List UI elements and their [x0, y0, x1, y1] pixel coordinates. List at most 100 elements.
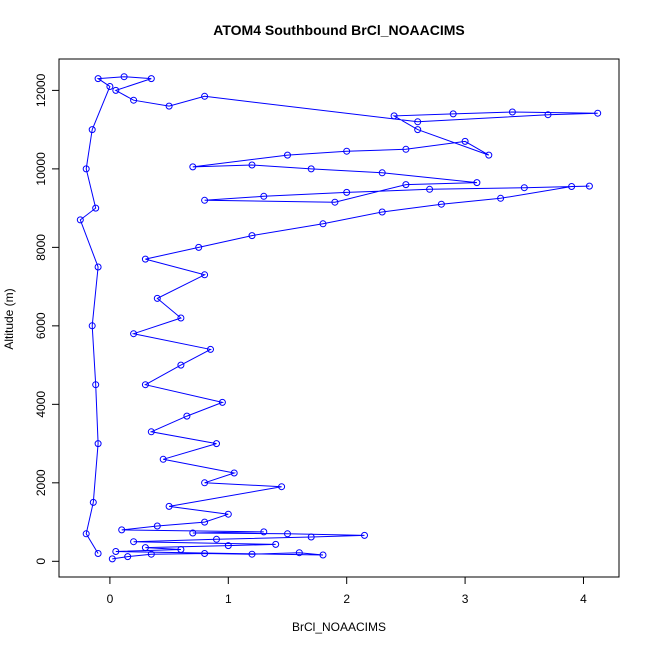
data-point	[218, 398, 226, 406]
data-point	[230, 469, 238, 477]
data-point	[295, 549, 303, 557]
data-point	[473, 179, 481, 187]
data-point	[378, 208, 386, 216]
data-point	[153, 522, 161, 530]
data-point	[402, 181, 410, 189]
data-point	[207, 345, 214, 353]
data-point	[189, 163, 197, 171]
data-point	[201, 518, 209, 526]
data-point	[497, 194, 505, 202]
data-point	[449, 110, 457, 118]
data-point	[130, 538, 138, 546]
x-axis-label: BrCl_NOAACIMS	[292, 620, 386, 634]
y-tick-label: 2000	[34, 469, 48, 496]
plot-area	[76, 73, 602, 563]
data-point	[112, 548, 120, 555]
data-point	[284, 151, 291, 159]
data-point	[201, 196, 209, 204]
data-point	[402, 145, 410, 153]
data-point	[260, 528, 268, 536]
data-point	[414, 118, 422, 126]
data-point	[213, 535, 220, 543]
data-point	[147, 428, 155, 436]
y-axis: 0 2000 4000 6000 8000 10000 12000	[34, 73, 60, 565]
plot-frame	[58, 58, 620, 578]
data-point	[319, 220, 327, 228]
data-point	[248, 232, 256, 240]
data-point	[147, 75, 155, 83]
data-point	[201, 271, 209, 279]
data-point	[130, 330, 138, 338]
data-point	[159, 455, 167, 463]
data-point	[248, 550, 256, 558]
data-point	[278, 483, 286, 491]
data-point	[213, 440, 220, 448]
data-point	[177, 546, 185, 553]
data-point	[92, 204, 100, 212]
data-point	[141, 544, 149, 552]
data-point	[201, 479, 209, 487]
data-point	[88, 126, 96, 134]
data-point	[94, 75, 102, 83]
data-point	[508, 108, 516, 116]
data-point	[201, 550, 209, 557]
data-point	[307, 165, 315, 173]
data-point	[147, 550, 155, 558]
data-point	[520, 184, 528, 192]
data-point	[106, 83, 114, 90]
data-point	[343, 147, 351, 155]
data-point	[585, 182, 593, 190]
data-point	[108, 555, 116, 563]
data-point	[307, 533, 315, 541]
data-point	[414, 126, 422, 134]
data-point	[361, 531, 368, 539]
data-point	[165, 102, 173, 110]
data-point	[94, 263, 102, 271]
data-point	[224, 542, 232, 550]
data-point	[260, 192, 268, 200]
data-point	[378, 169, 386, 177]
data-point	[177, 314, 185, 322]
data-point	[319, 551, 327, 559]
data-point	[201, 92, 209, 100]
y-tick-label: 12000	[34, 73, 48, 107]
data-point	[177, 361, 185, 369]
data-point	[141, 255, 149, 263]
data-point	[124, 553, 132, 561]
data-point	[224, 510, 232, 518]
data-point	[89, 498, 97, 506]
data-point	[390, 112, 398, 120]
data-point	[130, 96, 138, 104]
data-point	[568, 183, 576, 190]
y-tick-label: 8000	[34, 234, 48, 261]
x-axis: 0 1 2 3 4	[107, 576, 587, 606]
data-point	[82, 530, 90, 538]
x-tick-label: 1	[225, 592, 232, 606]
data-point	[165, 502, 173, 510]
y-axis-label: Altitude (m)	[2, 288, 16, 349]
data-point	[94, 440, 102, 448]
data-point	[88, 322, 96, 330]
data-point	[183, 412, 191, 420]
x-tick-label: 4	[580, 592, 587, 606]
x-tick-label: 0	[107, 592, 114, 606]
y-tick-label: 0	[34, 558, 48, 565]
data-point	[189, 529, 197, 537]
data-point	[343, 188, 351, 196]
x-tick-label: 3	[462, 592, 469, 606]
data-point	[141, 381, 149, 389]
y-tick-label: 10000	[34, 152, 48, 186]
data-point	[461, 137, 469, 145]
data-point	[485, 151, 493, 159]
data-point	[284, 530, 291, 538]
data-point	[437, 200, 445, 208]
data-point	[426, 185, 434, 193]
data-point	[594, 109, 602, 117]
data-point	[195, 243, 203, 251]
data-point	[82, 165, 90, 173]
data-point	[248, 161, 256, 169]
data-point	[94, 550, 102, 557]
data-point	[120, 73, 128, 81]
data-point	[118, 526, 126, 534]
